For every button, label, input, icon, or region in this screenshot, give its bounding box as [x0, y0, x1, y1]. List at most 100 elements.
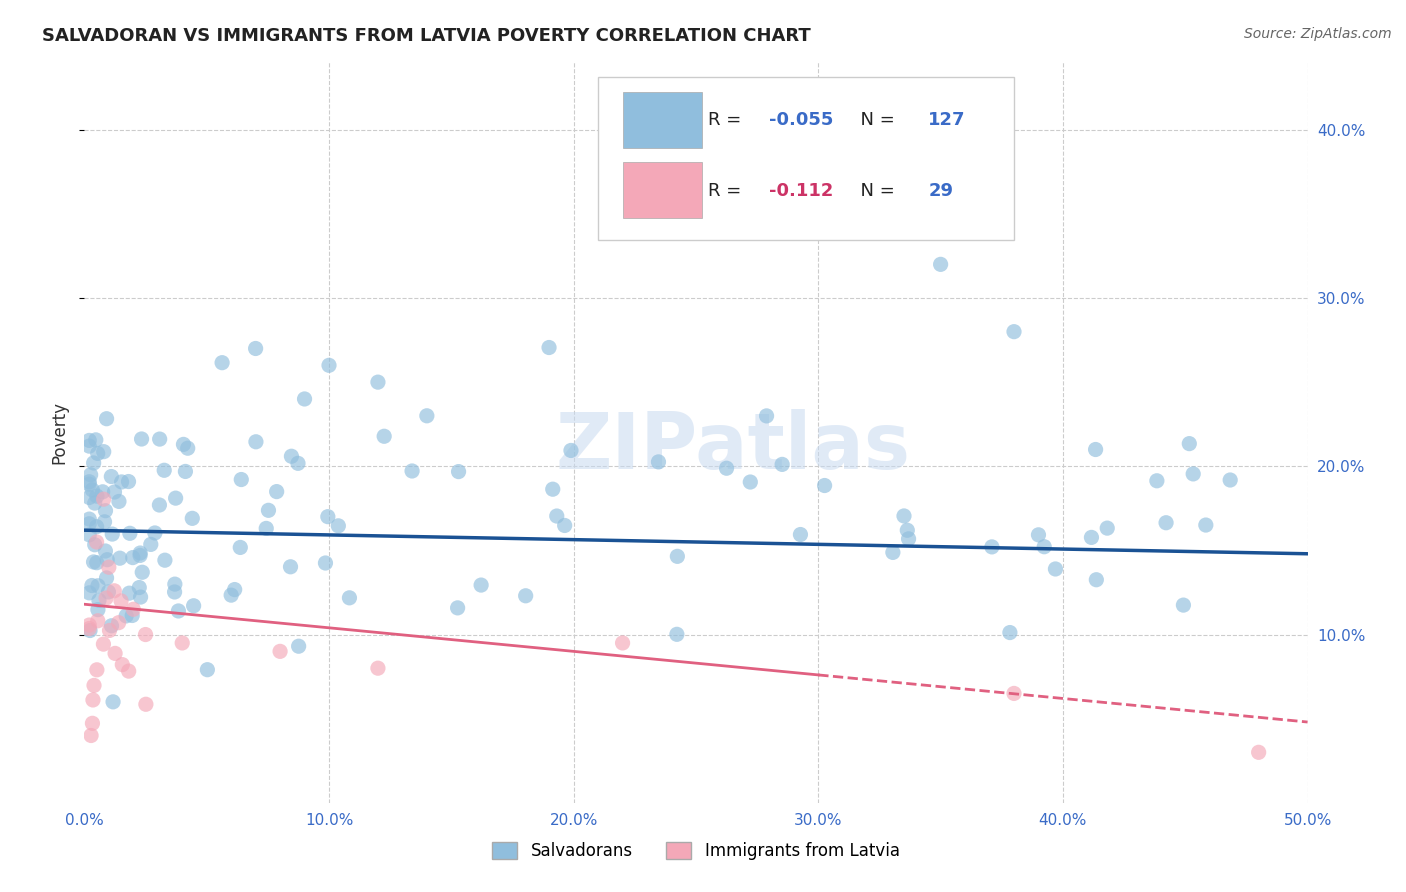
Point — [77, 516, 100, 531]
Point — [86, 663, 108, 677]
FancyBboxPatch shape — [623, 162, 702, 218]
Point — [153, 463, 176, 477]
Point — [560, 443, 582, 458]
Point — [1097, 521, 1119, 535]
Point — [100, 619, 122, 633]
Point — [269, 644, 291, 658]
Point — [98, 624, 121, 638]
Point — [280, 449, 302, 463]
Point — [87, 614, 110, 628]
Point — [83, 555, 105, 569]
Point — [446, 600, 468, 615]
Point — [163, 585, 186, 599]
Point — [100, 469, 122, 483]
Point — [143, 525, 166, 540]
Point — [82, 693, 104, 707]
Point — [103, 583, 125, 598]
Point — [97, 585, 120, 599]
Point — [79, 624, 101, 638]
Point — [83, 456, 105, 470]
Point — [96, 571, 118, 585]
Point — [77, 477, 100, 491]
Point — [107, 615, 129, 630]
Point — [122, 602, 145, 616]
Point — [115, 608, 138, 623]
Point — [77, 528, 100, 542]
Point — [97, 560, 120, 574]
Point — [83, 678, 105, 692]
Point — [929, 257, 952, 271]
Point — [998, 625, 1021, 640]
Point — [101, 527, 124, 541]
Point — [897, 532, 920, 546]
Point — [515, 589, 537, 603]
Point — [111, 657, 134, 672]
Point — [257, 503, 280, 517]
Point — [86, 556, 108, 570]
Point — [118, 526, 141, 541]
Point — [82, 716, 104, 731]
Point — [546, 509, 568, 524]
Point — [294, 392, 316, 406]
Point — [172, 437, 194, 451]
Text: R =: R = — [709, 182, 747, 200]
Point — [80, 578, 103, 592]
Point — [813, 478, 835, 492]
Point — [537, 341, 560, 355]
Point — [183, 599, 205, 613]
Point — [93, 515, 115, 529]
Point — [254, 521, 277, 535]
Point — [86, 446, 108, 460]
Point — [229, 541, 252, 555]
Point — [1080, 530, 1102, 544]
Point — [163, 577, 186, 591]
FancyBboxPatch shape — [598, 78, 1014, 240]
Point — [1173, 598, 1195, 612]
Point — [77, 439, 100, 453]
Point — [131, 566, 153, 580]
Point — [174, 465, 197, 479]
Point — [647, 455, 669, 469]
Point — [83, 538, 105, 552]
Point — [716, 461, 738, 475]
Point — [770, 458, 793, 472]
Point — [153, 553, 176, 567]
Point — [86, 489, 108, 503]
Point — [135, 698, 157, 712]
Point — [77, 622, 100, 636]
Point — [367, 661, 389, 675]
Point — [1219, 473, 1241, 487]
Text: 29: 29 — [928, 182, 953, 200]
Point — [129, 549, 152, 563]
Point — [447, 465, 470, 479]
Point — [1178, 436, 1201, 450]
Point — [96, 411, 118, 425]
Point — [128, 581, 150, 595]
Point — [266, 484, 288, 499]
Text: -0.112: -0.112 — [769, 182, 834, 200]
Point — [401, 464, 423, 478]
Point — [280, 559, 302, 574]
Point — [1146, 474, 1168, 488]
Text: Source: ZipAtlas.com: Source: ZipAtlas.com — [1244, 27, 1392, 41]
Text: -0.055: -0.055 — [769, 112, 834, 129]
Text: N =: N = — [849, 112, 900, 129]
Point — [980, 540, 1002, 554]
Point — [373, 429, 395, 443]
FancyBboxPatch shape — [623, 92, 702, 147]
Point — [181, 511, 204, 525]
Point — [94, 591, 117, 605]
Point — [129, 590, 152, 604]
Point — [612, 190, 634, 204]
Point — [118, 664, 141, 678]
Point — [118, 586, 141, 600]
Point — [195, 663, 218, 677]
Text: 127: 127 — [928, 112, 966, 129]
Point — [104, 647, 127, 661]
Point — [129, 546, 152, 560]
Point — [135, 627, 157, 641]
Point — [328, 518, 350, 533]
Text: ZIPatlas: ZIPatlas — [555, 409, 910, 485]
Point — [231, 473, 253, 487]
Point — [93, 637, 115, 651]
